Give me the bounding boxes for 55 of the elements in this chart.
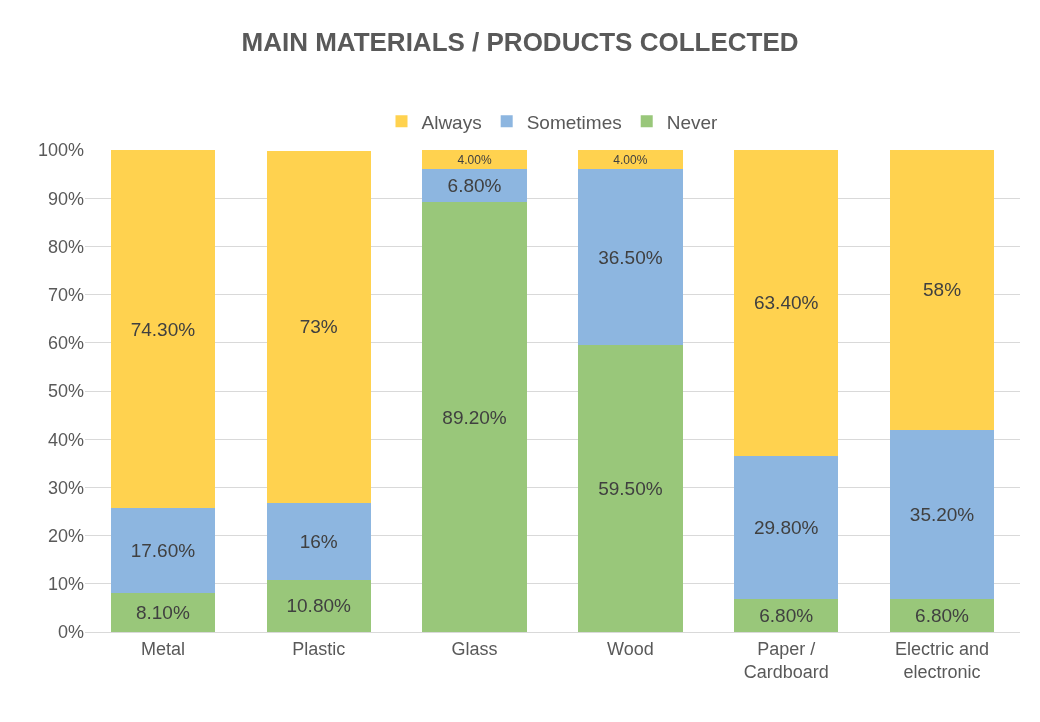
legend-label: Sometimes (526, 111, 622, 133)
bar (110, 150, 216, 509)
bar (266, 502, 371, 580)
data-label: 16% (299, 530, 338, 552)
y-tick-label: 90% (47, 188, 84, 209)
data-label: 6.80% (759, 605, 814, 627)
data-label: 10.80% (286, 595, 352, 617)
x-tick-label: Wood (607, 638, 654, 659)
y-tick-label: 50% (47, 381, 84, 402)
y-tick-label: 60% (47, 333, 84, 354)
data-label: 35.20% (909, 503, 975, 525)
data-label: 74.30% (130, 318, 196, 340)
data-label: 63.40% (753, 292, 819, 314)
data-label: 8.10% (135, 601, 190, 623)
y-tick-label: 10% (47, 574, 84, 595)
bar (422, 202, 527, 632)
bar (734, 150, 839, 456)
x-tick-label: Glass (451, 638, 498, 659)
y-tick-label: 40% (47, 429, 84, 450)
data-label: 6.80% (915, 605, 970, 627)
bar (578, 150, 683, 170)
y-tick-label: 80% (47, 236, 84, 257)
x-tick-label: Metal (140, 638, 185, 659)
legend-label: Never (666, 111, 719, 133)
bar (578, 345, 683, 632)
bar (110, 592, 216, 632)
bar (889, 429, 995, 600)
bar (889, 150, 995, 430)
y-tick-label: 0% (57, 622, 84, 643)
bar (422, 169, 527, 203)
bar (734, 455, 839, 600)
data-label: 36.50% (598, 246, 663, 268)
y-tick-label: 30% (47, 477, 84, 498)
legend-label: Always (421, 111, 482, 133)
data-label: 4.00% (457, 152, 492, 167)
data-label: 4.00% (613, 152, 648, 167)
y-tick-label: 20% (47, 525, 84, 546)
chart-title: MAIN MATERIALS / PRODUCTS COLLECTED (241, 26, 799, 57)
bar (578, 169, 683, 346)
data-label: 17.60% (130, 540, 196, 562)
y-tick-label: 100% (37, 140, 84, 161)
bar (266, 150, 371, 503)
bar (422, 150, 527, 170)
bar (266, 579, 371, 632)
x-tick-label: Plastic (292, 638, 346, 659)
bar (110, 508, 216, 593)
x-tick-label: Electric and electronic (895, 638, 990, 682)
data-label: 73% (299, 316, 338, 338)
data-label: 58% (923, 279, 962, 301)
data-label: 59.50% (598, 478, 663, 500)
y-tick-label: 70% (47, 284, 84, 305)
data-label: 6.80% (447, 175, 502, 197)
data-label: 89.20% (442, 406, 507, 428)
data-label: 29.80% (753, 516, 819, 538)
x-tick-label: Paper / Cardboard (743, 638, 829, 682)
